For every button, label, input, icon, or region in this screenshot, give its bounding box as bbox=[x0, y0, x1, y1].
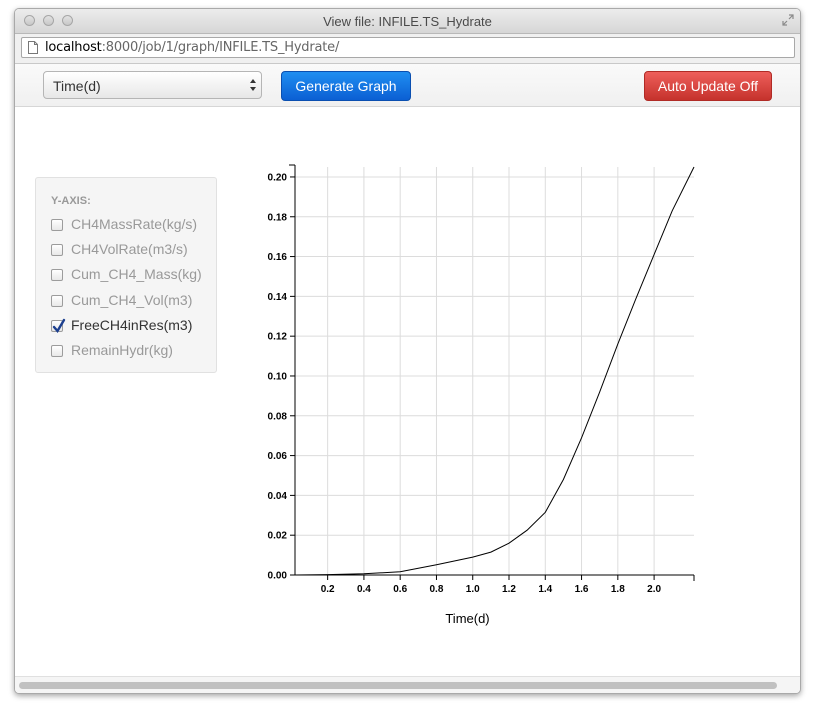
y-tick-label: 0.16 bbox=[268, 252, 288, 263]
x-tick-label: 1.0 bbox=[466, 584, 480, 595]
x-axis-select[interactable]: Time(d) bbox=[43, 71, 262, 99]
checkmark-icon bbox=[52, 318, 66, 333]
checkbox[interactable] bbox=[51, 219, 63, 231]
close-window-button[interactable] bbox=[24, 15, 35, 26]
y-axis-option-label: CH4MassRate(kg/s) bbox=[71, 216, 198, 232]
y-axis-heading: Y-AXIS: bbox=[51, 195, 91, 207]
y-axis-option-label: RemainHydr(kg) bbox=[71, 342, 173, 358]
y-tick-label: 0.00 bbox=[268, 571, 288, 582]
auto-update-button[interactable]: Auto Update Off bbox=[644, 71, 772, 101]
url-path: :8000/job/1/graph/INFILE.TS_Hydrate/ bbox=[101, 40, 340, 55]
page-content: Y-AXIS: CH4MassRate(kg/s) CH4VolRate(m3/s… bbox=[15, 107, 800, 677]
y-tick-label: 0.12 bbox=[268, 332, 288, 343]
y-tick-label: 0.02 bbox=[268, 531, 288, 542]
y-tick-label: 0.10 bbox=[268, 371, 288, 382]
url-host: localhost bbox=[45, 40, 102, 55]
y-axis-panel: Y-AXIS: CH4MassRate(kg/s) CH4VolRate(m3/s… bbox=[35, 177, 217, 373]
y-tick-label: 0.06 bbox=[268, 451, 288, 462]
y-tick-label: 0.20 bbox=[268, 172, 288, 183]
x-tick-label: 2.0 bbox=[647, 584, 661, 595]
series-line bbox=[294, 166, 695, 576]
checkbox[interactable] bbox=[51, 244, 63, 257]
y-axis-option-label: Cum_CH4_Mass(kg) bbox=[71, 266, 202, 283]
y-tick-label: 0.08 bbox=[268, 411, 288, 422]
x-axis-select-value: Time(d) bbox=[53, 78, 101, 94]
checkbox[interactable] bbox=[51, 294, 63, 307]
x-tick-label: 1.2 bbox=[502, 584, 516, 595]
y-axis-option-label: Cum_CH4_Vol(m3) bbox=[71, 291, 193, 308]
minimize-window-button[interactable] bbox=[43, 15, 54, 26]
x-tick-label: 0.2 bbox=[321, 584, 335, 595]
document-icon bbox=[28, 41, 38, 54]
address-bar: localhost:8000/job/1/graph/INFILE.TS_Hyd… bbox=[15, 34, 800, 64]
y-axis-option-label: CH4VolRate(m3/s) bbox=[71, 241, 188, 258]
horizontal-scrollbar[interactable] bbox=[15, 676, 800, 693]
x-tick-label: 0.4 bbox=[357, 584, 371, 595]
url-text: localhost:8000/job/1/graph/INFILE.TS_Hyd… bbox=[45, 40, 339, 55]
line-chart: 0.2 0.4 0.6 0.8 1.0 1.2 1.4 1.6 1.8 2.0 0.00 0.02 0.… bbox=[268, 164, 695, 626]
select-arrows-icon bbox=[250, 79, 256, 91]
y-tick-label: 0.18 bbox=[268, 212, 288, 223]
x-axis-label: Time(d) bbox=[445, 611, 489, 626]
scrollbar-thumb[interactable] bbox=[19, 682, 777, 689]
x-tick-label: 1.8 bbox=[611, 584, 625, 595]
x-tick-label: 0.8 bbox=[430, 584, 444, 595]
x-tick-label: 1.4 bbox=[538, 584, 552, 595]
y-axis-option-label: FreeCH4inRes(m3) bbox=[71, 316, 193, 333]
window-title: View file: INFILE.TS_Hydrate bbox=[323, 14, 492, 29]
y-tick-label: 0.14 bbox=[268, 292, 288, 303]
x-tick-label: 0.6 bbox=[393, 584, 407, 595]
url-field[interactable]: localhost:8000/job/1/graph/INFILE.TS_Hyd… bbox=[21, 37, 795, 58]
y-tick-label: 0.04 bbox=[268, 491, 288, 502]
checkbox[interactable] bbox=[51, 269, 63, 282]
zoom-window-button[interactable] bbox=[62, 15, 73, 26]
browser-window: View file: INFILE.TS_Hydrate localhost:8… bbox=[14, 8, 801, 694]
generate-graph-button[interactable]: Generate Graph bbox=[281, 71, 411, 101]
x-tick-label: 1.6 bbox=[575, 584, 589, 595]
graph-toolbar: Time(d) Generate Graph Auto Update Off bbox=[15, 64, 800, 107]
title-bar: View file: INFILE.TS_Hydrate bbox=[15, 9, 800, 34]
checkbox[interactable] bbox=[51, 345, 63, 357]
fullscreen-icon[interactable] bbox=[782, 14, 794, 26]
checked-checkbox[interactable] bbox=[51, 318, 66, 333]
